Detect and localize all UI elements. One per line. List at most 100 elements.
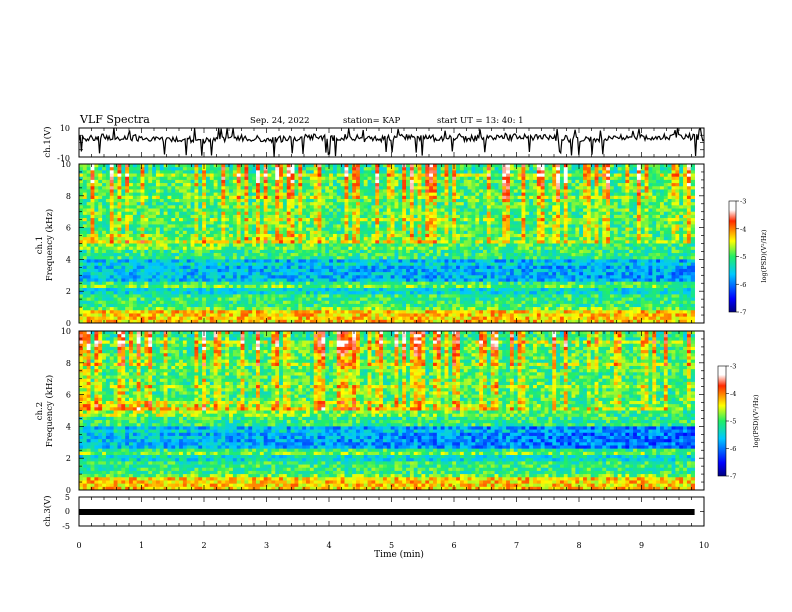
spectrogram-cell [290, 192, 295, 197]
spectrogram-cell [121, 240, 126, 244]
spectrogram-cell [179, 230, 184, 235]
spectrogram-cell [317, 164, 322, 168]
spectrogram-cell [290, 256, 295, 260]
spectrogram-cell [621, 224, 626, 228]
spectrogram-cell [559, 211, 565, 216]
spectrogram-cell [609, 208, 615, 213]
spectrogram-cell [225, 240, 230, 244]
spectrogram-cell [475, 256, 480, 260]
spectrogram-cell [690, 198, 695, 203]
spectrogram-cell [275, 198, 280, 203]
spectrogram-cell [121, 183, 126, 187]
spectrogram-cell [656, 208, 661, 213]
spectrogram-cell [356, 186, 361, 190]
spectrogram-cell [79, 221, 84, 225]
spectrogram-cell [298, 256, 303, 260]
spectrogram-cell [563, 198, 568, 203]
spectrogram-cell [398, 176, 403, 181]
spectrogram-cell [671, 195, 676, 200]
spectrogram-cell [148, 202, 153, 206]
spectrogram-cell [536, 195, 542, 200]
spectrogram-cell [236, 211, 241, 216]
spectrogram-cell [486, 167, 492, 171]
spectrogram-cell [213, 227, 218, 232]
spectrogram-cell [636, 179, 642, 184]
spectrogram-cell [686, 189, 692, 193]
spectrogram-cell [425, 221, 430, 225]
spectrogram-cell [344, 164, 349, 168]
spectrogram-cell [148, 243, 153, 248]
spectrogram-cell [498, 253, 503, 257]
spectrogram-cell [552, 164, 557, 168]
spectrogram-cell [644, 256, 649, 260]
spectrogram-cell [409, 198, 415, 203]
spectrogram-cell [194, 237, 199, 241]
spectrogram-cell [236, 176, 241, 181]
spectrogram-cell [225, 164, 230, 168]
spectrogram-cell [255, 192, 261, 197]
spectrogram-cell [413, 195, 418, 200]
spectrogram-cell [536, 186, 542, 190]
spectrogram-cell [556, 211, 561, 216]
spectrogram-cell [536, 227, 542, 232]
spectrogram-cell [202, 173, 207, 178]
spectrogram-cell [386, 243, 392, 248]
spectrogram-cell [667, 221, 672, 225]
spectrogram-cell [275, 170, 280, 174]
spectrogram-cell [506, 198, 511, 203]
spectrogram-cell [175, 179, 180, 184]
spectrogram-cell [563, 164, 568, 168]
spectrogram-cell [321, 237, 326, 241]
spectrogram-cell [248, 167, 253, 171]
spectrogram-cell [321, 227, 326, 232]
spectrogram-cell [309, 240, 315, 244]
spectrogram-cell [475, 208, 480, 213]
spectrogram-cell [94, 221, 99, 225]
spectrogram-cell [255, 259, 261, 263]
spectrogram-cell [356, 253, 361, 257]
spectrogram-cell [621, 243, 626, 248]
spectrogram-cell [521, 221, 526, 225]
spectrogram-cell [432, 198, 438, 203]
spectrogram-cell [225, 167, 230, 171]
spectrogram-cell [306, 202, 311, 206]
spectrogram-cell [125, 164, 130, 168]
spectrogram-cell [386, 221, 392, 225]
spectrogram-cell [244, 237, 249, 241]
spectrogram-cell [102, 179, 107, 184]
spectrogram-cell [232, 218, 238, 222]
spectrogram-cell [552, 183, 557, 187]
spectrogram-cell [675, 183, 680, 187]
spectrogram-cell [559, 221, 565, 225]
spectrogram-cell [394, 221, 399, 225]
spectrogram-cell [521, 173, 526, 178]
spectrogram-cell [367, 173, 372, 178]
spectrogram-cell [144, 186, 149, 190]
spectrogram-cell [398, 256, 403, 260]
spectrogram-cell [494, 221, 499, 225]
spectrogram-cell [521, 198, 526, 203]
spectrogram-cell [79, 230, 84, 235]
spectrogram-cell [590, 170, 595, 174]
spectrogram-cell [483, 170, 488, 174]
spectrogram-cell [348, 176, 353, 181]
spectrogram-cell [144, 230, 149, 235]
spectrogram-cell [448, 256, 453, 260]
spectrogram-cell [344, 170, 349, 174]
spectrogram-cell [656, 249, 661, 254]
spectrogram-cell [132, 170, 138, 174]
spectrogram-cell [629, 224, 634, 228]
spectrogram-cell [182, 218, 188, 222]
spectrogram-cell [259, 205, 265, 209]
spectrogram-cell [221, 218, 226, 222]
spectrogram-cell [663, 253, 669, 257]
spectrogram-cell [175, 227, 180, 232]
spectrogram-cell [636, 189, 642, 193]
spectrogram-cell [656, 167, 661, 171]
spectrogram-cell [513, 240, 518, 244]
spectrogram-cell [686, 179, 692, 184]
spectrogram-cell [117, 224, 122, 228]
spectrogram-cell [521, 230, 526, 235]
spectrogram-cell [329, 186, 334, 190]
spectrogram-cell [109, 195, 114, 200]
